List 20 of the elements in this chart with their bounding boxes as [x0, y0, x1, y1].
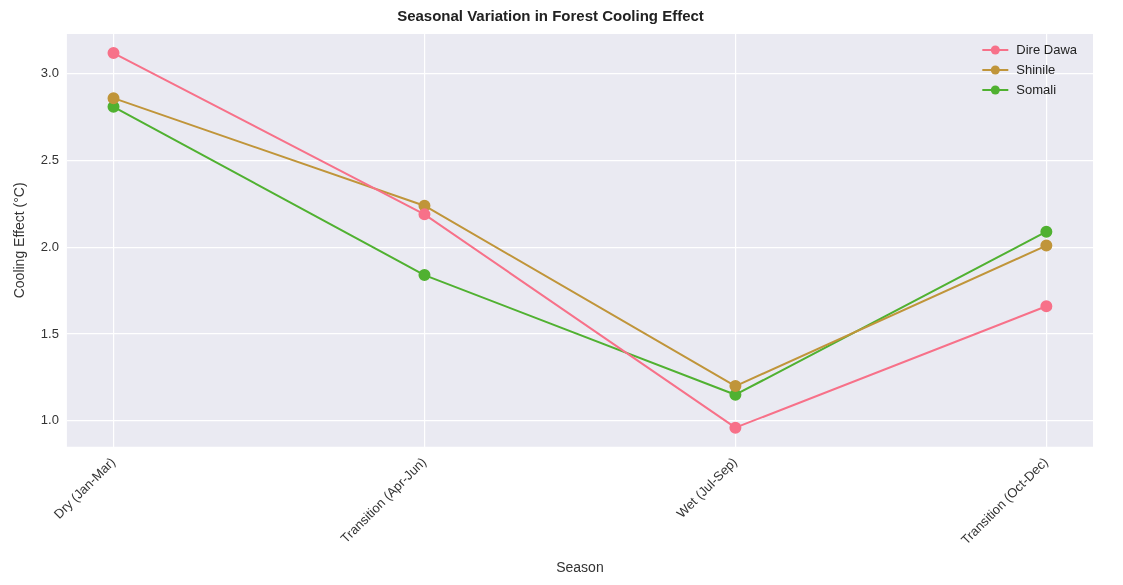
y-tick-label: 2.5 — [40, 152, 59, 168]
x-axis-title: Season — [556, 559, 604, 576]
point — [1040, 300, 1053, 313]
y-tick-label: 2.0 — [40, 238, 59, 254]
y-axis-title: Cooling Effect (°C) — [11, 182, 28, 299]
point — [418, 208, 431, 221]
legend-label: Somali — [1016, 81, 1057, 97]
point — [1040, 239, 1053, 252]
point — [107, 47, 120, 60]
y-tick-label: 1.0 — [40, 412, 59, 428]
point — [1040, 225, 1053, 238]
point — [729, 380, 742, 393]
point — [418, 269, 431, 282]
y-tick-label: 3.0 — [40, 65, 59, 81]
point — [107, 92, 120, 105]
legend-label: Dire Dawa — [1016, 41, 1078, 57]
legend-label: Shinile — [1016, 61, 1056, 77]
chart-title: Seasonal Variation in Forest Cooling Effect — [397, 7, 704, 25]
y-tick-label: 1.5 — [40, 325, 59, 341]
point — [729, 421, 742, 434]
